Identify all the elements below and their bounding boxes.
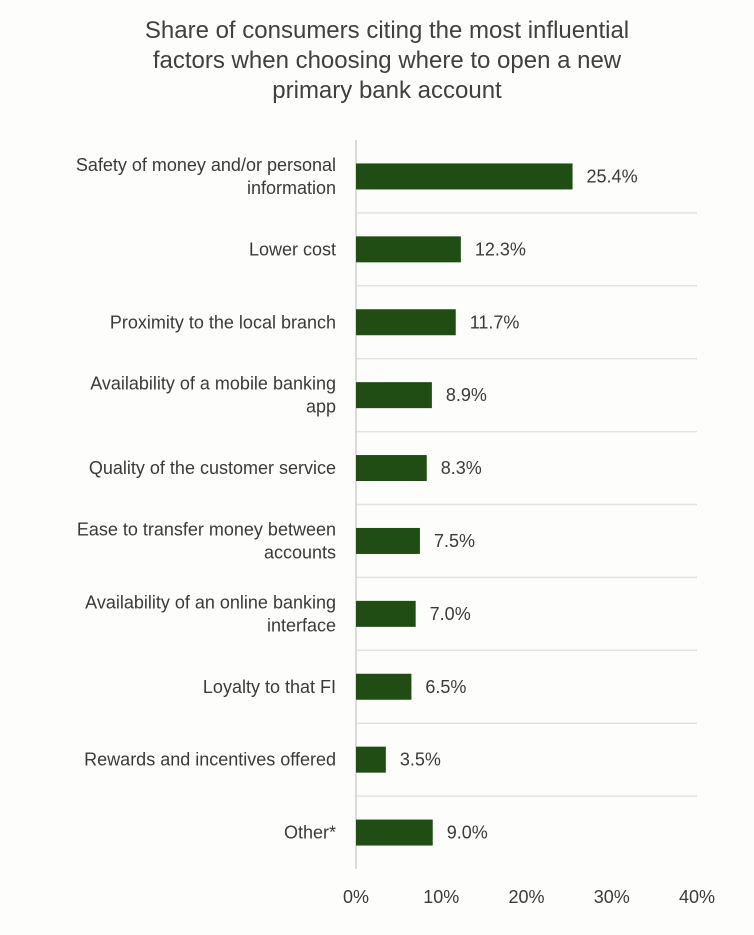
- category-label-line: Ease to transfer money between: [77, 519, 336, 539]
- chart-title-line-1: Share of consumers citing the most influ…: [144, 17, 630, 44]
- value-label: 9.0%: [447, 823, 488, 843]
- value-label: 12.3%: [475, 239, 526, 259]
- category-label-line: app: [306, 397, 336, 417]
- x-tick-label: 0%: [343, 887, 369, 907]
- value-labels-group: 25.4% 12.3% 11.7% 8.9% 8.3% 7.5% 7.0% 6.5% 3.5% 9…: [400, 166, 638, 842]
- bar: [356, 819, 433, 846]
- category-label: Loyalty to that FI: [203, 677, 336, 697]
- bar: [356, 673, 412, 700]
- category-label: Quality of the customer service: [89, 458, 336, 478]
- category-label: Availability of an online banking interfa…: [85, 592, 336, 635]
- value-label: 25.4%: [587, 166, 638, 186]
- bar: [356, 309, 456, 336]
- bars-group: [356, 163, 573, 846]
- bar: [356, 527, 420, 554]
- category-label: Rewards and incentives offered: [84, 750, 336, 770]
- category-label: Safety of money and/or personal informati…: [76, 155, 336, 198]
- value-label: 7.0%: [430, 604, 471, 624]
- category-label: Ease to transfer money between accounts: [77, 519, 336, 562]
- category-label: Other*: [284, 823, 336, 843]
- category-label: Proximity to the local branch: [110, 312, 336, 332]
- category-label-line: interface: [267, 615, 336, 635]
- bar: [356, 746, 386, 773]
- x-tick-label: 30%: [594, 887, 630, 907]
- value-label: 3.5%: [400, 750, 441, 770]
- value-label: 8.3%: [441, 458, 482, 478]
- bar: [356, 236, 461, 263]
- x-axis-ticks: 0% 10% 20% 30% 40%: [343, 887, 715, 907]
- bar: [356, 163, 573, 190]
- category-label-line: Availability of a mobile banking: [90, 374, 336, 394]
- bar: [356, 600, 416, 627]
- x-tick-label: 10%: [423, 887, 459, 907]
- category-label: Availability of a mobile banking app: [90, 374, 336, 417]
- category-label-line: Safety of money and/or personal: [76, 155, 336, 175]
- value-label: 6.5%: [425, 677, 466, 697]
- chart-title: Share of consumers citing the most influ…: [60, 16, 714, 106]
- category-label-line: Availability of an online banking: [85, 592, 336, 612]
- value-label: 8.9%: [446, 385, 487, 405]
- category-labels-group: Safety of money and/or personal informati…: [76, 155, 336, 843]
- category-label-line: Rewards and incentives offered: [84, 750, 336, 770]
- category-label-line: Proximity to the local branch: [110, 312, 336, 332]
- value-label: 11.7%: [470, 312, 520, 332]
- category-label-line: Other*: [284, 823, 336, 843]
- chart-title-line-3: primary bank account: [272, 77, 502, 104]
- value-label: 7.5%: [434, 531, 475, 551]
- chart-title-line-2: factors when choosing where to open a ne…: [152, 47, 622, 74]
- category-label-line: accounts: [264, 542, 336, 562]
- category-label-line: Quality of the customer service: [89, 458, 336, 478]
- category-label: Lower cost: [249, 239, 336, 259]
- category-label-line: Lower cost: [249, 239, 336, 259]
- bar: [356, 382, 432, 409]
- x-tick-label: 40%: [679, 887, 715, 907]
- x-tick-label: 20%: [508, 887, 544, 907]
- category-label-line: Loyalty to that FI: [203, 677, 336, 697]
- row-separators: [356, 212, 697, 797]
- category-label-line: information: [247, 178, 336, 198]
- bar: [356, 455, 427, 482]
